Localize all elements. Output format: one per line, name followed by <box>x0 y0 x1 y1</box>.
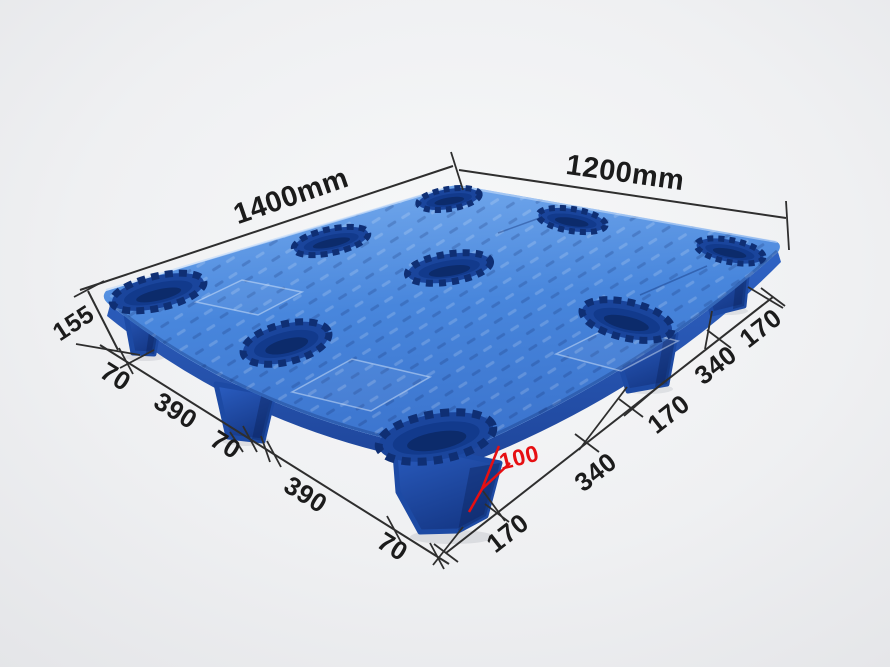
nesting-cavity <box>239 318 333 368</box>
nesting-cavity <box>403 249 495 287</box>
left-chain-ticks <box>118 347 464 570</box>
nesting-cavity <box>108 269 208 315</box>
nesting-cavities <box>108 184 767 466</box>
pallet-illustration <box>103 184 781 544</box>
dimension-annotations <box>73 151 790 570</box>
dim-line-width <box>458 169 787 219</box>
right-chain-ticks <box>433 286 786 563</box>
deck-antislip-texture <box>103 185 780 453</box>
dim-line-height <box>87 290 119 351</box>
nesting-cavity <box>415 184 483 214</box>
nesting-cavity <box>290 223 372 259</box>
nesting-cavity <box>693 235 767 267</box>
nesting-cavity <box>578 296 676 344</box>
nesting-cavity <box>374 408 498 466</box>
foot-detail-marker <box>467 445 511 513</box>
nesting-cavity <box>535 204 609 236</box>
pallet-side-wall <box>107 252 781 468</box>
dim-line-length <box>79 165 454 291</box>
